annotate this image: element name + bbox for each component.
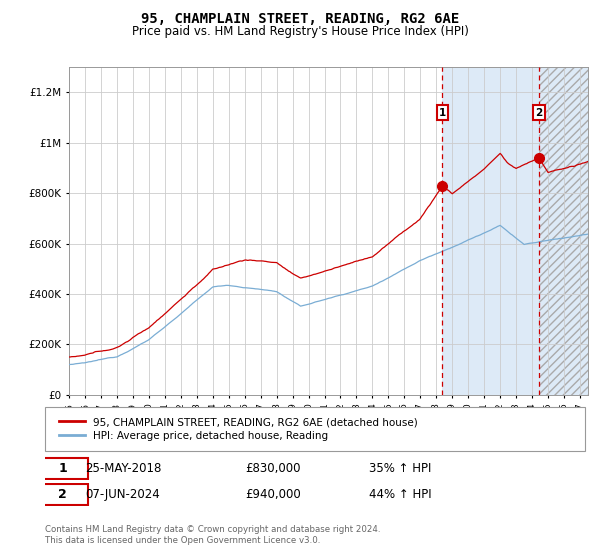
Text: £830,000: £830,000 <box>245 461 301 475</box>
Legend: 95, CHAMPLAIN STREET, READING, RG2 6AE (detached house), HPI: Average price, det: 95, CHAMPLAIN STREET, READING, RG2 6AE (… <box>56 414 421 444</box>
Text: 1: 1 <box>58 461 67 475</box>
FancyBboxPatch shape <box>37 484 88 505</box>
Text: 2: 2 <box>58 488 67 501</box>
Text: Price paid vs. HM Land Registry's House Price Index (HPI): Price paid vs. HM Land Registry's House … <box>131 25 469 38</box>
Text: 2: 2 <box>536 108 543 118</box>
FancyBboxPatch shape <box>45 407 585 451</box>
Bar <box>539 67 588 395</box>
Text: 1: 1 <box>439 108 446 118</box>
Text: 95, CHAMPLAIN STREET, READING, RG2 6AE: 95, CHAMPLAIN STREET, READING, RG2 6AE <box>141 12 459 26</box>
FancyBboxPatch shape <box>37 458 88 478</box>
Text: 44% ↑ HPI: 44% ↑ HPI <box>369 488 431 501</box>
Text: £940,000: £940,000 <box>245 488 301 501</box>
Text: 35% ↑ HPI: 35% ↑ HPI <box>369 461 431 475</box>
Text: 07-JUN-2024: 07-JUN-2024 <box>86 488 160 501</box>
Bar <box>442 67 539 395</box>
Text: 25-MAY-2018: 25-MAY-2018 <box>86 461 162 475</box>
Text: Contains HM Land Registry data © Crown copyright and database right 2024.
This d: Contains HM Land Registry data © Crown c… <box>45 525 380 545</box>
